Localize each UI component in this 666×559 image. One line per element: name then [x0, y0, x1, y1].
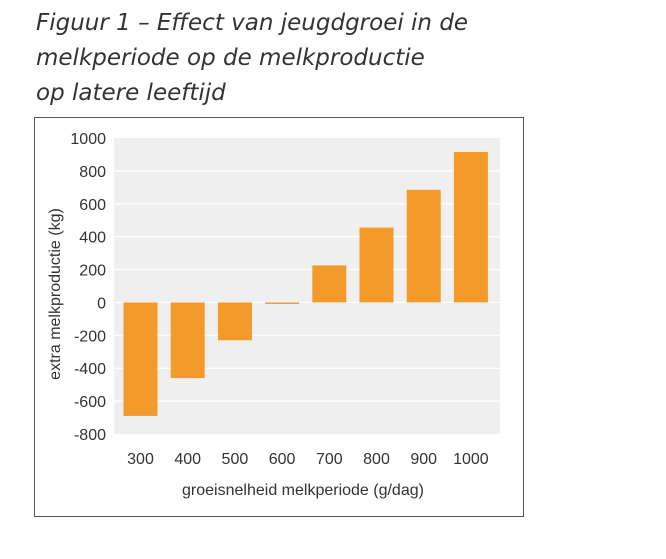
x-axis-label: groeisnelheid melkperiode (g/dag): [182, 482, 424, 499]
x-tick-label: 900: [410, 451, 437, 468]
bar-1000: [453, 151, 488, 303]
x-tick-label: 800: [363, 451, 390, 468]
figure-title-line-3: op latere leeftijd: [36, 80, 226, 106]
x-tick-label: 1000: [453, 451, 489, 468]
y-tick-label: 600: [79, 197, 106, 214]
bar-500: [217, 302, 252, 341]
y-tick-labels: 1000 800 600 400 200 0 -200 -400 -600 -800: [70, 131, 106, 444]
bar-900: [406, 189, 441, 303]
bar-800: [359, 227, 394, 303]
plot-area: [114, 138, 500, 434]
figure-title-line-2: melkperiode op de melkproductie: [36, 45, 425, 71]
bar-400: [170, 302, 205, 379]
y-tick-label: -200: [74, 328, 106, 345]
x-tick-label: 400: [174, 451, 201, 468]
y-tick-label: -800: [74, 427, 106, 444]
y-tick-label: 0: [97, 295, 106, 312]
x-tick-label: 300: [127, 451, 154, 468]
x-tick-label: 700: [316, 451, 343, 468]
bars: [123, 151, 488, 416]
y-axis-label: extra melkproductie (kg): [47, 208, 64, 380]
figure-title-line-1: Figuur 1 – Effect van jeugdgroei in de: [36, 10, 469, 36]
y-tick-label: 800: [79, 164, 106, 181]
bar-300: [123, 302, 158, 416]
bar-700: [312, 265, 347, 303]
y-tick-label: -400: [74, 361, 106, 378]
x-tick-label: 500: [222, 451, 249, 468]
y-tick-label: 400: [79, 230, 106, 247]
x-tick-labels: 300 400 500 600 700 800 900 1000: [127, 451, 489, 468]
y-tick-label: 1000: [70, 131, 106, 148]
figure-title: Figuur 1 – Effect van jeugdgroei in de m…: [36, 6, 636, 111]
x-tick-label: 600: [269, 451, 296, 468]
y-tick-label: 200: [79, 263, 106, 280]
bar-600: [265, 302, 300, 304]
y-tick-label: -600: [74, 394, 106, 411]
